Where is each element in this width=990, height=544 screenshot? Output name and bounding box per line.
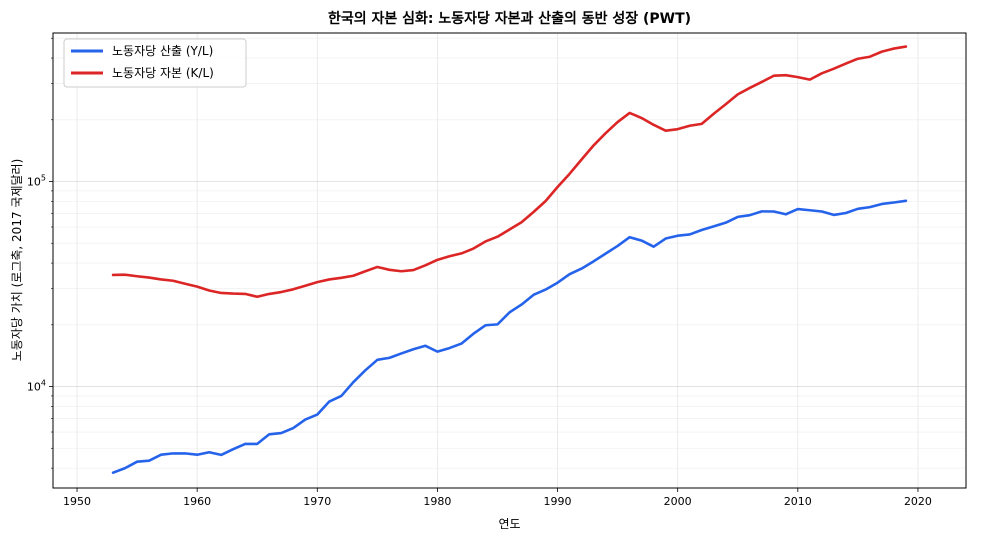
axes: 1950 1960 1970 1980 1990 2000 2010 2020 104 105	[27, 37, 932, 508]
x-tick-label: 1990	[544, 495, 572, 508]
chart-title: 한국의 자본 심화: 노동자당 자본과 산출의 동반 성장 (PWT)	[328, 10, 691, 27]
x-tick-label: 2020	[904, 495, 932, 508]
legend-box	[63, 38, 247, 88]
y-tick-label: 104	[27, 379, 46, 394]
x-tick-label: 1950	[63, 495, 91, 508]
legend: 노동자당 산출 (Y/L) 노동자당 자본 (K/L)	[63, 38, 247, 88]
legend-label-capital: 노동자당 자본 (K/L)	[112, 66, 214, 80]
legend-label-output: 노동자당 산출 (Y/L)	[112, 44, 213, 58]
x-tick-label: 2010	[784, 495, 812, 508]
x-tick-label: 1970	[303, 495, 331, 508]
x-axis-label: 연도	[498, 517, 520, 531]
y-tick-label: 105	[27, 174, 46, 189]
y-axis-label: 노동자당 가치 (로그축, 2017 국제달러)	[10, 159, 24, 362]
x-tick-label: 1960	[183, 495, 211, 508]
plot-frame	[52, 32, 967, 489]
series-line-output	[111, 199, 908, 475]
series-lines	[111, 45, 908, 475]
series-line-capital	[111, 45, 908, 299]
grid	[53, 33, 966, 488]
x-tick-label: 2000	[664, 495, 692, 508]
x-tick-label: 1980	[423, 495, 451, 508]
